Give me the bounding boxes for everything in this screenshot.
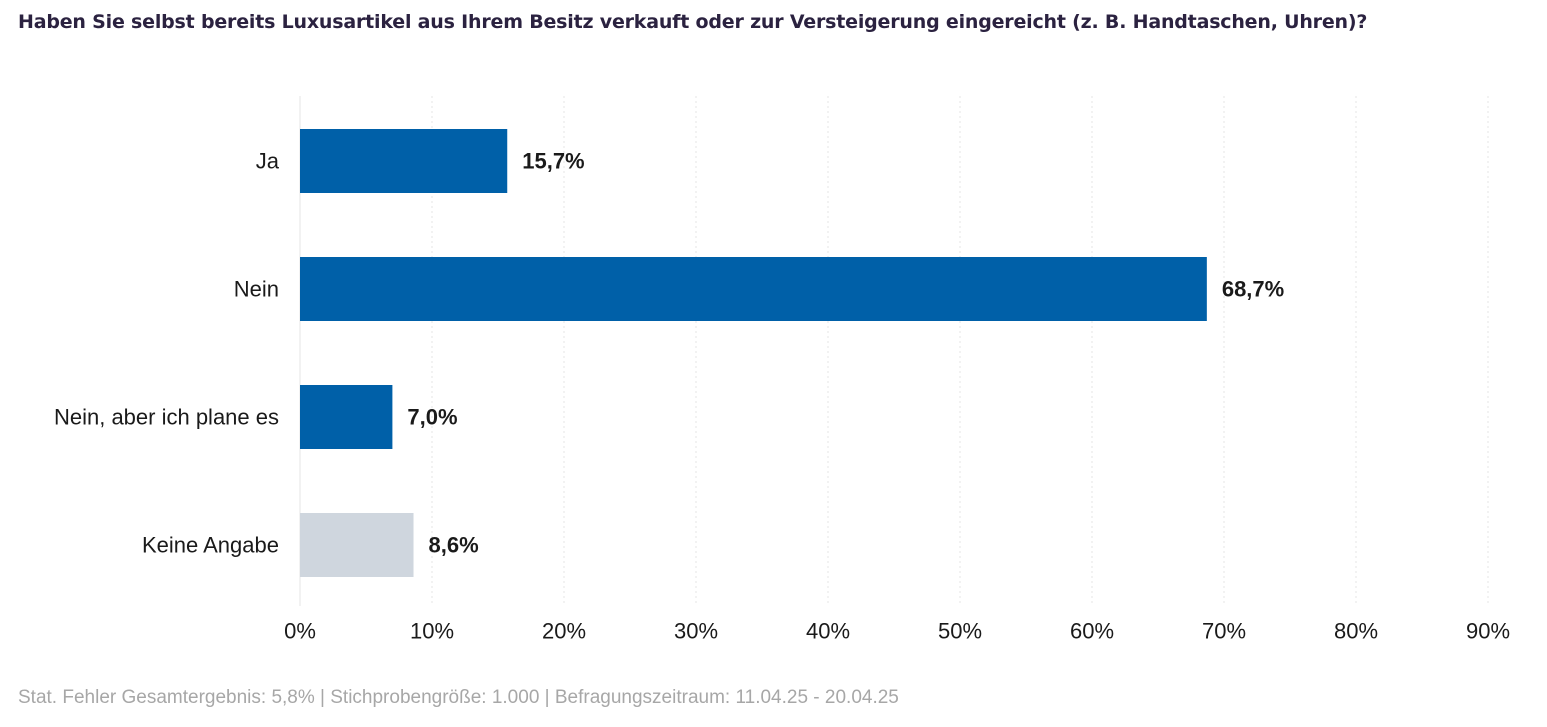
x-tick-label: 40% (806, 619, 850, 644)
bars (300, 129, 1207, 577)
category-label: Keine Angabe (142, 533, 279, 558)
bar (300, 513, 414, 577)
x-tick-label: 80% (1334, 619, 1378, 644)
x-tick-label: 50% (938, 619, 982, 644)
x-tick-label: 90% (1466, 619, 1510, 644)
value-label: 15,7% (522, 149, 584, 174)
category-label: Ja (256, 149, 280, 174)
value-label: 8,6% (429, 533, 479, 558)
bar (300, 129, 508, 193)
bar (300, 257, 1207, 321)
x-tick-label: 20% (542, 619, 586, 644)
value-label: 68,7% (1222, 277, 1284, 302)
x-tick-label: 10% (410, 619, 454, 644)
x-tick-label: 30% (674, 619, 718, 644)
footer-note: Stat. Fehler Gesamtergebnis: 5,8% | Stic… (18, 687, 899, 708)
category-labels: Ja Nein Nein, aber ich plane es Keine Angab… (54, 149, 280, 558)
bar (300, 385, 393, 449)
value-labels: 15,7% 68,7% 7,0% 8,6% (407, 149, 1284, 558)
x-axis-tick-labels: 0% 10% 20% 30% 40% 50% 60% 70% 80% 90% (284, 619, 1510, 644)
value-label: 7,0% (407, 405, 457, 430)
x-tick-label: 60% (1070, 619, 1114, 644)
chart-title: Haben Sie selbst bereits Luxusartikel au… (18, 11, 1368, 33)
category-label: Nein (234, 277, 279, 302)
x-tick-label: 0% (284, 619, 316, 644)
x-tick-label: 70% (1202, 619, 1246, 644)
grid-lines (299, 96, 1489, 606)
category-label: Nein, aber ich plane es (54, 405, 279, 430)
